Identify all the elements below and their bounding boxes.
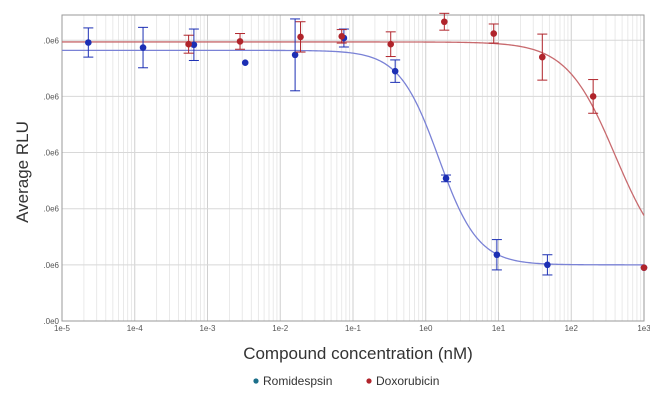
- data-point-doxorubicin: [336, 29, 347, 44]
- data-point-doxorubicin: [183, 34, 194, 54]
- data-point-romidespsin: [390, 59, 401, 83]
- data-point-romidespsin: [241, 59, 249, 67]
- marker-romidespsin: [85, 39, 92, 46]
- data-point-romidespsin: [491, 239, 502, 271]
- y-tick-labels: .0e0 .0e6 .0e6 .0e6 .0e6 .0e6: [43, 36, 59, 326]
- x-tick-label: 1e-5: [54, 324, 71, 333]
- y-tick-label: .0e6: [43, 205, 59, 214]
- x-axis-title: Compound concentration (nM): [243, 344, 473, 363]
- x-tick-label: 1e2: [565, 324, 579, 333]
- x-tick-label: 1e1: [492, 324, 506, 333]
- marker-romidespsin: [544, 261, 551, 269]
- grid-layer: [61, 15, 645, 322]
- marker-doxorubicin: [441, 18, 448, 26]
- data-point-romidespsin: [290, 18, 301, 92]
- data-point-doxorubicin: [235, 33, 246, 50]
- marker-romidespsin: [190, 41, 198, 49]
- x-tick-label: 1e-4: [127, 324, 144, 333]
- fit-curve-doxorubicin: [62, 41, 645, 216]
- marker-doxorubicin: [490, 30, 498, 37]
- legend: Romidespsin Doxorubicin: [253, 374, 439, 388]
- y-tick-label: .0e0: [43, 317, 59, 326]
- data-point-romidespsin: [542, 254, 553, 276]
- marker-romidespsin: [391, 67, 399, 75]
- marker-romidespsin: [241, 59, 249, 67]
- marker-doxorubicin: [338, 33, 346, 40]
- plot-frame: [61, 14, 645, 322]
- legend-marker-doxorubicin: [366, 378, 372, 384]
- marker-doxorubicin: [589, 93, 597, 100]
- x-tick-label: 1e-1: [345, 324, 362, 333]
- x-tick-label: 1e3: [637, 324, 650, 333]
- marker-doxorubicin: [297, 33, 304, 41]
- y-axis-title: Average RLU: [13, 121, 32, 223]
- x-tick-label: 1e-2: [272, 324, 289, 333]
- marker-doxorubicin: [387, 40, 395, 48]
- data-point-romidespsin: [188, 28, 199, 61]
- marker-romidespsin: [291, 51, 299, 59]
- data-point-doxorubicin: [640, 264, 648, 271]
- x-tick-labels: 1e-5 1e-4 1e-3 1e-2 1e-1 1e0 1e1 1e2 1e3: [54, 324, 650, 333]
- data-point-romidespsin: [138, 26, 149, 69]
- legend-marker-romidespsin: [253, 378, 259, 384]
- marker-romidespsin: [442, 175, 450, 182]
- data-point-doxorubicin: [537, 33, 548, 81]
- data-point-doxorubicin: [385, 31, 396, 58]
- x-tick-label: 1e-3: [199, 324, 216, 333]
- data-points: [83, 12, 648, 276]
- data-point-doxorubicin: [488, 23, 499, 44]
- data-point-romidespsin: [441, 174, 452, 183]
- y-tick-label: .0e6: [43, 149, 59, 158]
- marker-doxorubicin: [185, 40, 192, 48]
- data-point-doxorubicin: [295, 21, 306, 53]
- y-tick-label: .0e6: [43, 92, 59, 101]
- marker-romidespsin: [493, 251, 501, 259]
- legend-label-romidespsin: Romidespsin: [263, 374, 332, 388]
- legend-label-doxorubicin: Doxorubicin: [376, 374, 439, 388]
- marker-doxorubicin: [538, 53, 546, 61]
- y-tick-label: .0e6: [43, 36, 59, 45]
- marker-doxorubicin: [236, 38, 244, 45]
- marker-doxorubicin: [640, 264, 648, 271]
- data-point-doxorubicin: [439, 12, 450, 31]
- marker-romidespsin: [139, 44, 147, 51]
- data-point-romidespsin: [83, 27, 94, 58]
- x-tick-label: 1e0: [419, 324, 433, 333]
- y-tick-label: .0e6: [43, 261, 59, 270]
- data-point-doxorubicin: [588, 79, 599, 114]
